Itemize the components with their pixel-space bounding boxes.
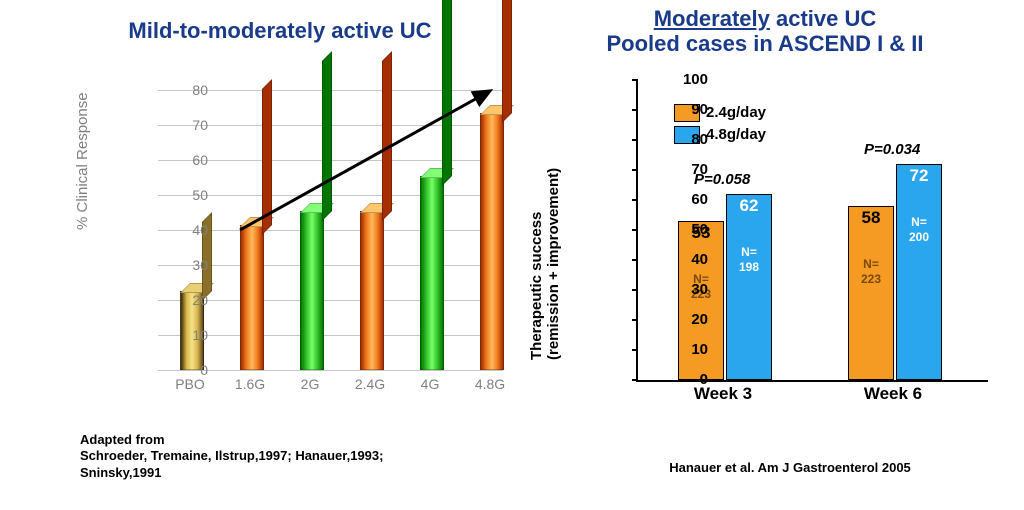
right-bar-week6-24g	[848, 206, 894, 380]
right-ytick-label: 100	[642, 71, 708, 88]
right-ytick-mark	[632, 319, 638, 321]
right-bar-n-label: N=223	[854, 257, 888, 286]
right-ytick-mark	[632, 289, 638, 291]
right-ytick-label: 40	[642, 251, 708, 268]
right-ytick-label: 10	[642, 341, 708, 358]
right-pvalue-label: P=0.034	[864, 141, 920, 158]
right-ytick-mark	[632, 229, 638, 231]
right-ytick-label: 90	[642, 101, 708, 118]
right-ytick-mark	[632, 199, 638, 201]
left-chart-title: Mild-to-moderately active UC	[80, 18, 480, 44]
right-bar-chart: Therapeutic success(remission + improvem…	[560, 80, 990, 400]
right-ytick-mark	[632, 139, 638, 141]
right-ytick-label: 20	[642, 311, 708, 328]
right-ytick-mark	[632, 379, 638, 381]
right-citation: Hanauer et al. Am J Gastroenterol 2005	[610, 460, 970, 475]
left-xtick-label: 1.6G	[230, 376, 270, 392]
right-xcat-label: Week 3	[673, 384, 773, 404]
right-ytick-mark	[632, 259, 638, 261]
left-bar-chart: % Clinical Response 01020304050607080PBO…	[110, 90, 510, 400]
right-ytick-label: 60	[642, 191, 708, 208]
right-ytick-mark	[632, 79, 638, 81]
right-ytick-mark	[632, 349, 638, 351]
right-bar-value-label: 72	[899, 166, 939, 186]
left-xtick-label: 4.8G	[470, 376, 510, 392]
left-xtick-label: 4G	[410, 376, 450, 392]
right-ytick-mark	[632, 109, 638, 111]
left-citation: Adapted fromSchroeder, Tremaine, Ilstrup…	[80, 432, 460, 481]
right-bar-value-label: 62	[729, 196, 769, 216]
trend-arrow	[158, 84, 503, 374]
left-xtick-label: 2.4G	[350, 376, 390, 392]
right-bar-n-label: N=198	[732, 245, 766, 274]
right-chart-title: Moderately active UC Pooled cases in ASC…	[530, 6, 1000, 57]
right-ytick-label: 80	[642, 131, 708, 148]
right-bar-week3-48g	[726, 194, 772, 380]
left-xtick-label: PBO	[170, 376, 210, 392]
left-y-axis-label: % Clinical Response	[74, 92, 91, 230]
right-xcat-label: Week 6	[843, 384, 943, 404]
right-ytick-label: 70	[642, 161, 708, 178]
legend-label: 4.8g/day	[706, 126, 766, 143]
right-ytick-mark	[632, 169, 638, 171]
right-bar-value-label: 58	[851, 208, 891, 228]
right-ytick-label: 30	[642, 281, 708, 298]
right-y-axis-label: Therapeutic success(remission + improvem…	[528, 168, 562, 360]
right-title-underlined: Moderately	[654, 6, 770, 31]
right-ytick-label: 50	[642, 221, 708, 238]
left-xtick-label: 2G	[290, 376, 330, 392]
right-bar-n-label: N=200	[902, 215, 936, 244]
right-title-line2: Pooled cases in ASCEND I & II	[606, 31, 923, 56]
right-title-rest1: active UC	[770, 6, 876, 31]
legend-label: 2.4g/day	[706, 104, 766, 121]
right-bar-week6-48g	[896, 164, 942, 380]
